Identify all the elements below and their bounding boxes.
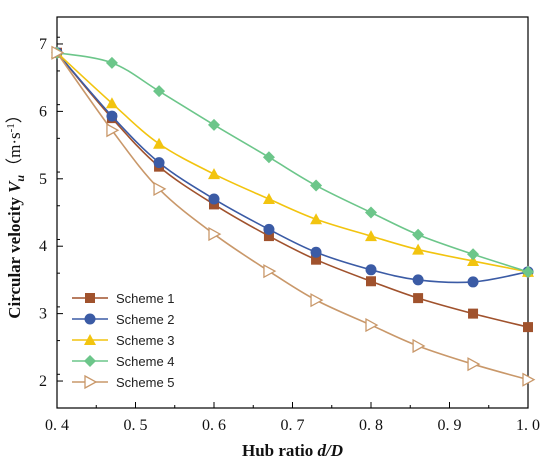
legend-label: Scheme 2 <box>116 312 175 327</box>
data-point <box>412 228 425 241</box>
data-point <box>310 179 323 192</box>
y-tick-label: 7 <box>39 36 47 53</box>
y-tick-label: 4 <box>39 238 47 255</box>
y-tick-label: 2 <box>39 373 47 390</box>
series-line <box>56 52 529 273</box>
y-tick-label: 5 <box>39 171 47 188</box>
data-point <box>262 193 275 205</box>
data-point <box>263 264 277 279</box>
data-point <box>310 213 323 225</box>
y-tick-label: 3 <box>39 306 47 323</box>
x-tick-label: 1. 0 <box>516 417 540 434</box>
plot-frame <box>56 16 529 409</box>
series-line <box>56 51 529 273</box>
data-point <box>412 338 426 354</box>
data-point <box>153 181 167 197</box>
data-point <box>365 206 377 219</box>
data-point <box>105 97 118 109</box>
data-point <box>467 276 479 288</box>
legend-label: Scheme 4 <box>116 354 175 369</box>
data-point <box>311 254 322 265</box>
legend-marker <box>84 334 96 345</box>
legend-item: Scheme 4 <box>72 354 175 369</box>
series-1 <box>52 47 533 333</box>
data-point <box>412 243 425 255</box>
series-4 <box>51 46 534 278</box>
data-point <box>208 168 220 180</box>
series-line <box>56 52 529 284</box>
chart-axes: 0. 4 0. 5 0. 6 0. 7 0. 8 0. 9 1. 0 2 3 4 5 6 7 <box>39 16 540 434</box>
y-tick-label: 6 <box>39 103 47 120</box>
data-point <box>208 226 222 242</box>
series-layer <box>51 45 536 387</box>
legend-label: Scheme 1 <box>116 291 175 306</box>
data-point <box>522 265 534 278</box>
data-point <box>467 255 480 267</box>
series-2 <box>51 47 534 288</box>
x-tick-label: 0. 8 <box>359 417 383 434</box>
data-point <box>310 293 324 308</box>
data-point <box>365 230 377 242</box>
data-point <box>365 317 379 333</box>
data-point <box>153 85 166 98</box>
legend-item: Scheme 2 <box>72 312 175 327</box>
series-3 <box>51 46 534 277</box>
x-axis-title: Hub ratio d/D <box>242 441 343 460</box>
legend-item: Scheme 5 <box>72 374 175 390</box>
data-point <box>522 372 536 387</box>
data-point <box>262 151 275 164</box>
data-point <box>467 357 481 372</box>
legend-marker <box>84 374 98 390</box>
series-5 <box>51 45 536 387</box>
data-point <box>263 231 274 242</box>
data-point <box>413 293 424 304</box>
data-point <box>263 223 275 235</box>
data-point <box>208 118 220 131</box>
legend-marker <box>84 313 96 325</box>
series-line <box>56 52 529 381</box>
data-point <box>105 56 118 69</box>
data-point <box>412 274 424 286</box>
x-tick-label: 0. 4 <box>45 417 69 434</box>
legend: Scheme 1 Scheme 2 Scheme 3 Scheme 4 Scheme 5 <box>72 291 175 390</box>
data-point <box>523 322 533 333</box>
data-point <box>208 193 220 205</box>
legend-item: Scheme 3 <box>72 333 175 348</box>
x-tick-label: 0. 6 <box>202 417 226 434</box>
legend-marker <box>84 355 96 367</box>
data-point <box>153 137 166 149</box>
data-point <box>51 45 65 60</box>
series-line <box>56 52 529 328</box>
data-point <box>366 276 376 287</box>
x-tick-label: 0. 5 <box>124 417 148 434</box>
data-point <box>153 157 165 169</box>
y-axis-title: Circular velocity Vu（m·s-1） <box>5 106 27 319</box>
legend-marker <box>85 293 95 303</box>
data-point <box>106 123 120 138</box>
x-tick-label: 0. 9 <box>438 417 462 434</box>
legend-label: Scheme 3 <box>116 333 175 348</box>
data-point <box>365 264 377 276</box>
data-point <box>106 110 118 122</box>
data-point <box>468 308 479 319</box>
data-point <box>467 248 480 261</box>
data-point <box>310 246 322 258</box>
x-tick-label: 0. 7 <box>281 417 305 434</box>
legend-label: Scheme 5 <box>116 375 175 390</box>
legend-item: Scheme 1 <box>72 291 175 306</box>
